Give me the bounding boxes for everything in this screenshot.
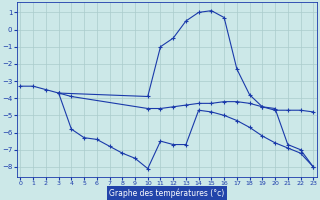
X-axis label: Graphe des températures (°c): Graphe des températures (°c) [109, 188, 224, 198]
